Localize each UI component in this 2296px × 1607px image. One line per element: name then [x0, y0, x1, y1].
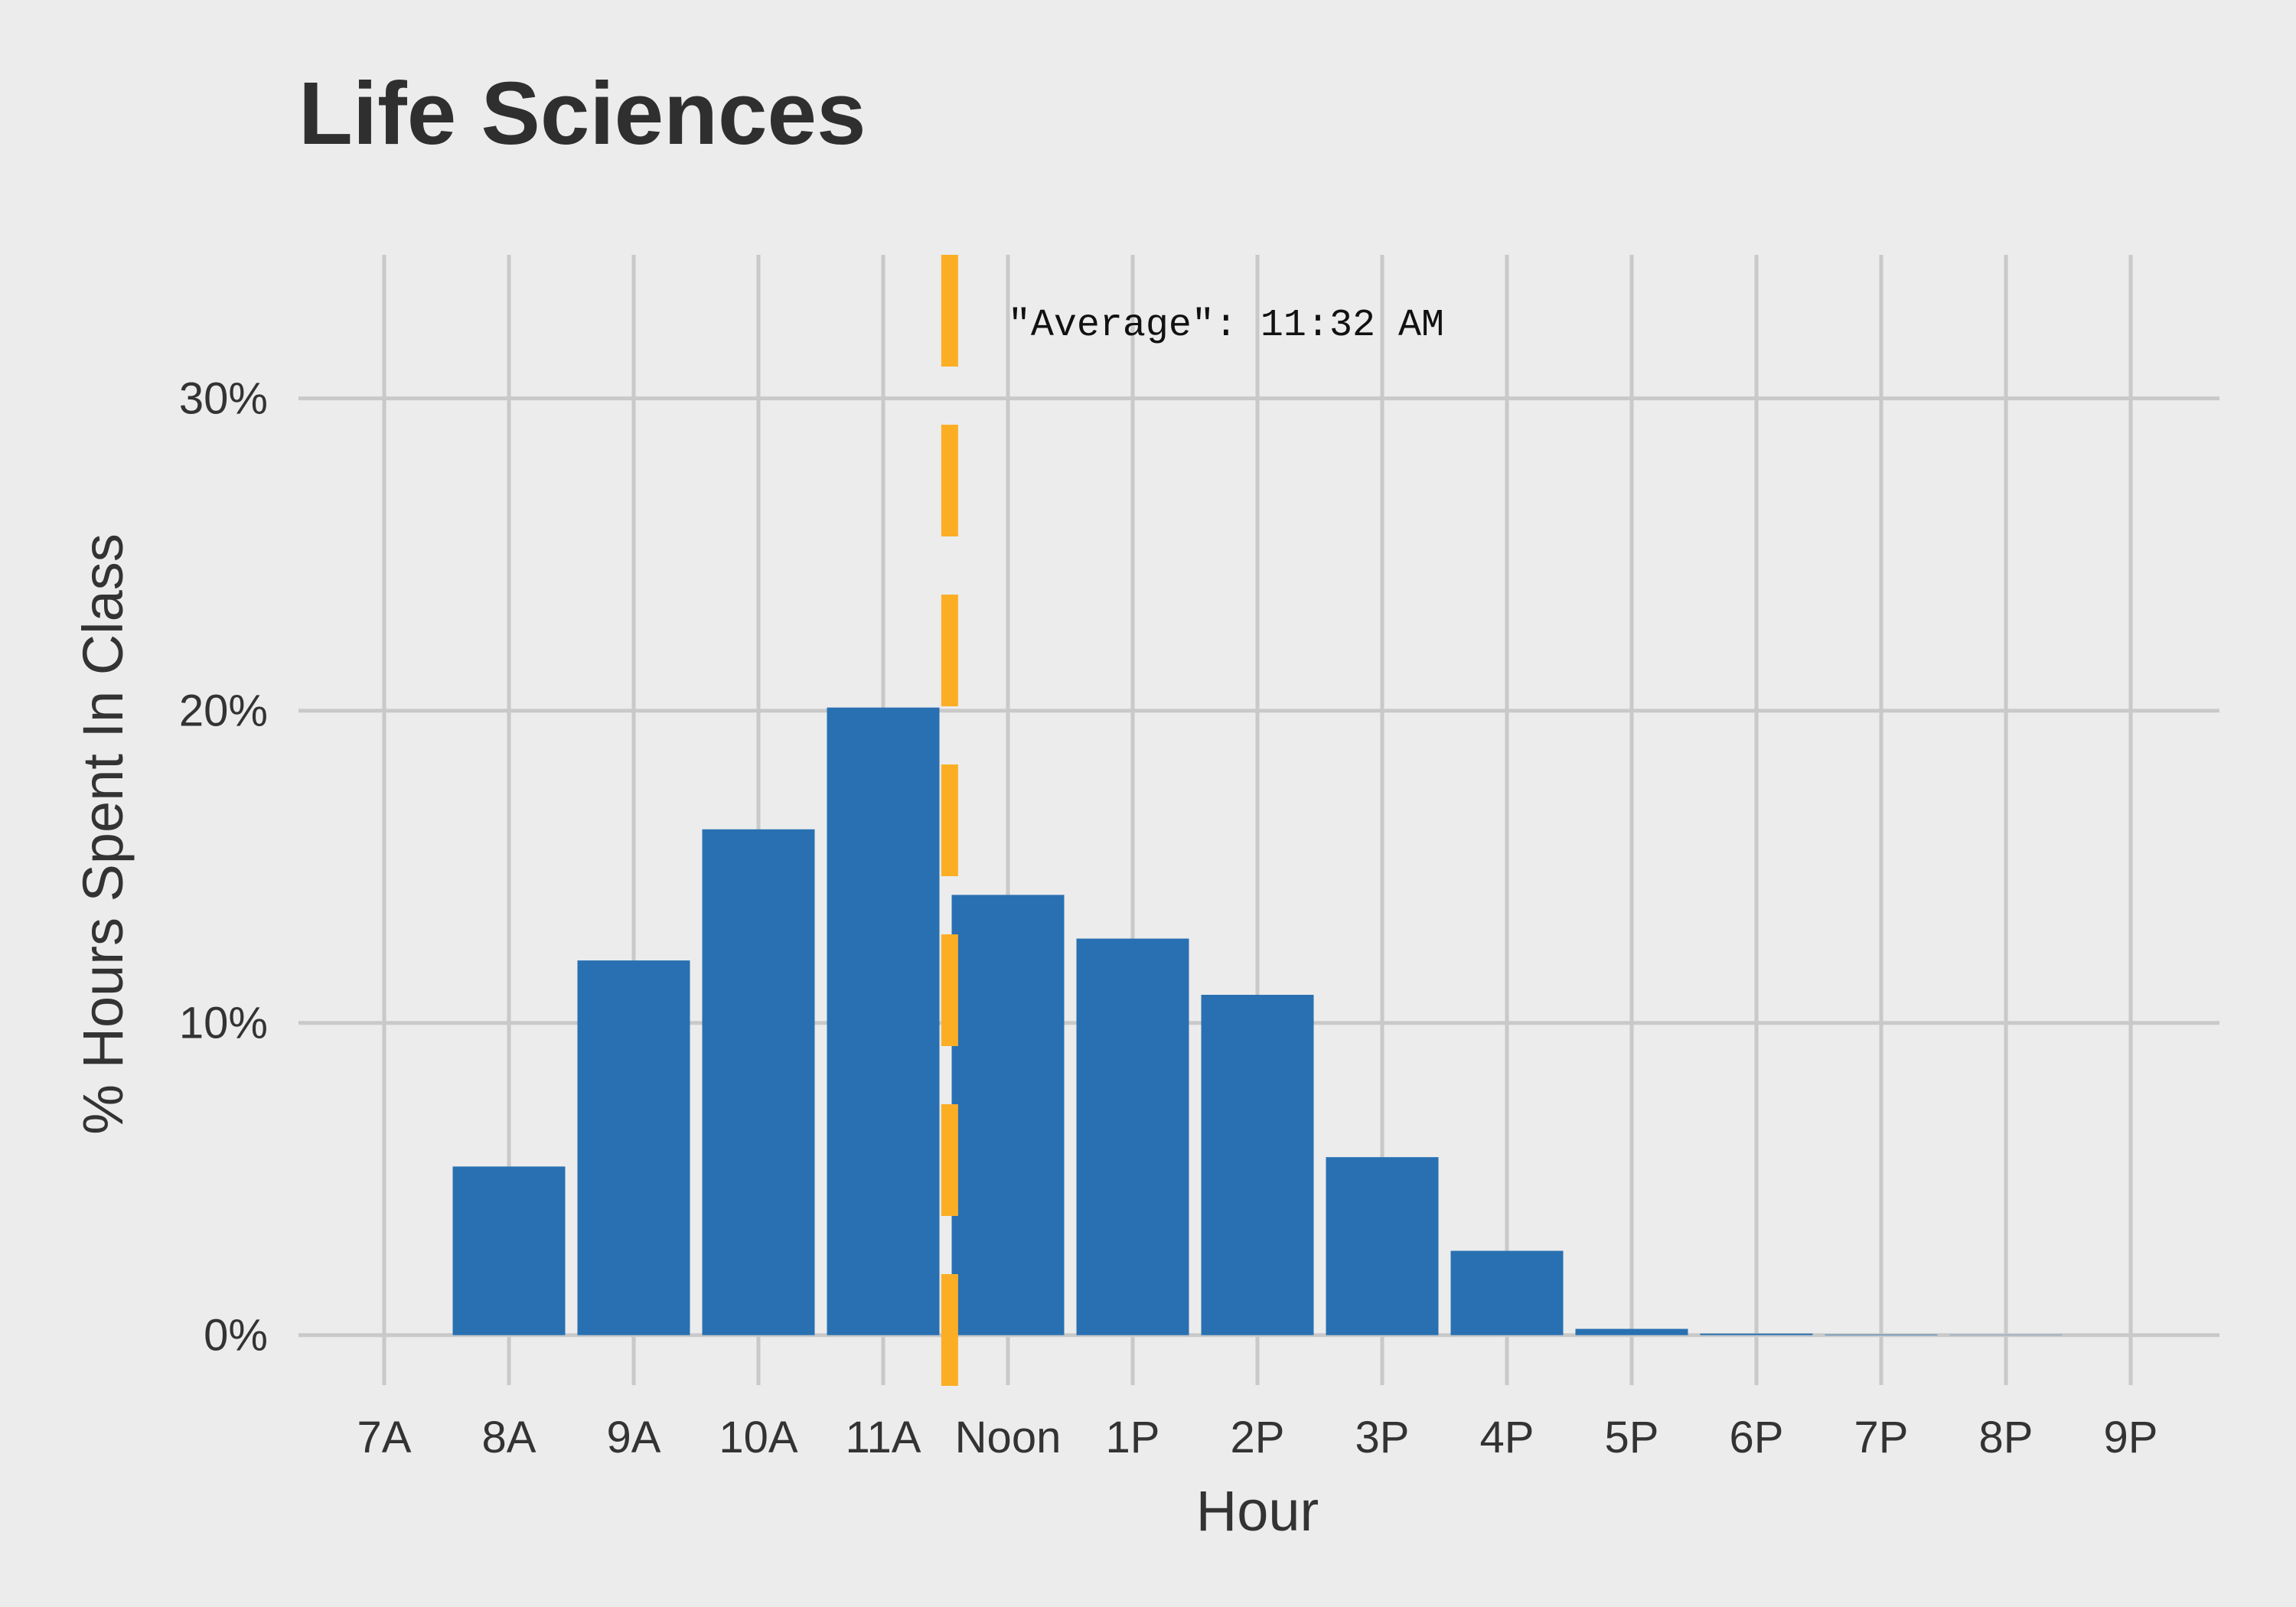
x-tick-label: 2P: [1231, 1413, 1285, 1462]
x-tick-label: 9P: [2104, 1413, 2158, 1462]
x-tick-label: 4P: [1480, 1413, 1534, 1462]
bar-3p: [1326, 1157, 1439, 1335]
bar-10a: [702, 829, 815, 1335]
bar-1p: [1076, 938, 1189, 1335]
bar-5p: [1575, 1328, 1688, 1335]
bars: [452, 707, 2063, 1335]
x-tick-label: 7A: [357, 1413, 412, 1462]
y-axis-title: % Hours Spent In Class: [71, 533, 135, 1135]
chart-title: Life Sciences: [298, 64, 866, 163]
x-tick-label: 3P: [1355, 1413, 1410, 1462]
x-axis-title: Hour: [1196, 1479, 1319, 1543]
x-tick-label: 8A: [482, 1413, 536, 1462]
bar-4p: [1450, 1250, 1564, 1335]
y-axis-ticks: 0% 10% 20% 30%: [179, 374, 268, 1361]
y-tick-label: 10%: [179, 999, 268, 1048]
x-tick-label: 8P: [1979, 1413, 2033, 1462]
bar-6p: [1700, 1333, 1813, 1335]
bar-9a: [577, 960, 690, 1335]
y-tick-label: 20%: [179, 686, 268, 736]
y-tick-label: 30%: [179, 374, 268, 424]
x-tick-label: Noon: [955, 1413, 1062, 1462]
x-axis-ticks: 7A 8A 9A 10A 11A Noon 1P 2P 3P 4P 5P 6P 7P 8P 9P: [357, 1413, 2158, 1462]
bar-noon: [951, 895, 1065, 1335]
x-tick-label: 1P: [1106, 1413, 1160, 1462]
x-tick-label: 10A: [719, 1413, 798, 1462]
bar-8a: [452, 1166, 566, 1335]
average-marker: "Average": 11:32 AM: [941, 255, 1444, 1387]
bar-2p: [1201, 994, 1314, 1335]
average-annotation: "Average": 11:32 AM: [1008, 304, 1444, 347]
x-tick-label: 6P: [1730, 1413, 1784, 1462]
y-tick-label: 0%: [204, 1311, 268, 1361]
x-tick-label: 5P: [1605, 1413, 1659, 1462]
x-tick-label: 11A: [846, 1413, 921, 1462]
x-tick-label: 7P: [1854, 1413, 1909, 1462]
bar-11a: [827, 707, 940, 1335]
x-tick-label: 9A: [607, 1413, 661, 1462]
